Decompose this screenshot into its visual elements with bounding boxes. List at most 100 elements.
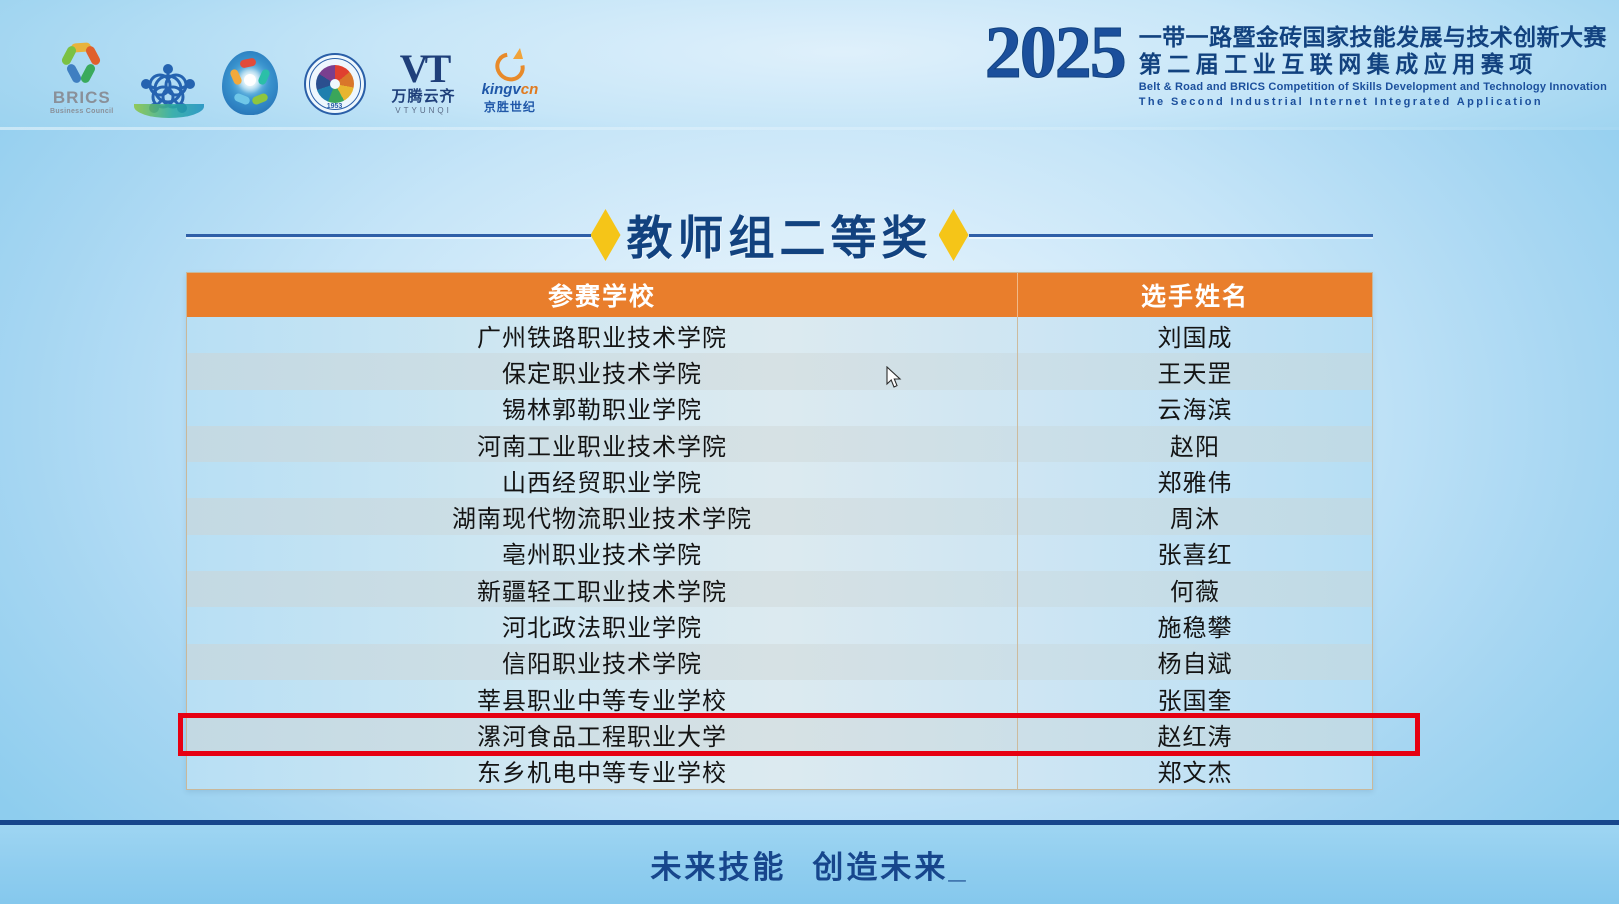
network-wave-icon: [133, 104, 204, 118]
cell-name: 云海滨: [1018, 390, 1372, 426]
cell-school: 河南工业职业技术学院: [187, 425, 1018, 463]
vt-chinese-name: 万腾云齐: [391, 87, 456, 105]
table-row: 亳州职业技术学院 张喜红: [187, 534, 1372, 572]
cell-school: 广州铁路职业技术学院: [187, 317, 1018, 354]
vt-english-name: VTYUNQI: [395, 106, 452, 115]
cell-school-text: 山西经贸职业学院: [502, 469, 702, 497]
table-body: 广州铁路职业技术学院 刘国成 保定职业技术学院 王天罡 锡林郭勒职业学院 云海滨 河南工业职…: [187, 317, 1372, 789]
cell-school-text: 信阳职业技术学院: [502, 651, 702, 679]
cell-name-text: 张国奎: [1157, 687, 1233, 715]
header-band: BRICS Business Council: [0, 0, 1619, 130]
brics-skills-network-logo: [133, 23, 204, 118]
cell-school-text: 漯河食品工程职业大学: [477, 723, 727, 751]
cell-name-text: 郑文杰: [1157, 760, 1233, 788]
cell-name: 王天罡: [1018, 353, 1372, 389]
masthead-title-cn-line1: 一带一路暨金砖国家技能发展与技术创新大赛: [1138, 24, 1607, 50]
cell-school: 山西经贸职业学院: [187, 462, 1018, 499]
masthead-title-en-line1: Belt & Road and BRICS Competition of Ski…: [1138, 81, 1607, 94]
masthead-title-cn-line2: 第二届工业互联网集成应用赛项: [1138, 51, 1538, 78]
table-header-row: 参赛学校 选手姓名: [187, 273, 1372, 317]
kingvcn-logo: kingvcn 京胜世纪: [482, 23, 539, 115]
college-seal-icon: 1953: [303, 53, 366, 115]
cell-name: 赵阳: [1018, 426, 1372, 462]
brics-star-icon: [59, 42, 105, 87]
masthead-title-en-line2: The Second Industrial Internet Integrate…: [1138, 96, 1544, 109]
column-header-name: 选手姓名: [1018, 273, 1372, 317]
cell-name-text: 周沐: [1170, 506, 1220, 534]
cell-school: 信阳职业技术学院: [187, 643, 1018, 680]
cell-school-text: 湖南现代物流职业技术学院: [452, 506, 752, 534]
cell-name-text: 郑雅伟: [1157, 469, 1233, 497]
table-row: 漯河食品工程职业大学 赵红涛: [187, 716, 1372, 753]
cell-name: 周沐: [1018, 498, 1372, 534]
cell-name: 张喜红: [1018, 535, 1372, 571]
cell-name-text: 何薇: [1170, 578, 1220, 606]
title-rule-left: [186, 233, 591, 237]
cell-name-text: 张喜红: [1157, 542, 1233, 570]
cell-school-text: 莘县职业中等专业学校: [477, 687, 727, 715]
table-row: 信阳职业技术学院 杨自斌: [187, 643, 1372, 680]
cell-school: 河北政法职业学院: [187, 607, 1018, 644]
kingvcn-english-name: kingvcn: [482, 82, 539, 97]
henan-mechanical-electrical-college-seal: 1953: [303, 23, 366, 115]
cell-name: 赵红涛: [1018, 716, 1372, 752]
cell-name-text: 云海滨: [1157, 397, 1233, 425]
winners-table: 参赛学校 选手姓名 广州铁路职业技术学院 刘国成 保定职业技术学院 王天罡 锡林郭勒职业…: [186, 272, 1373, 790]
cell-name-text: 施稳攀: [1157, 615, 1233, 643]
cell-name: 郑雅伟: [1018, 462, 1372, 498]
table-row: 河南工业职业技术学院 赵阳: [187, 425, 1372, 463]
cell-school-text: 河南工业职业技术学院: [477, 433, 727, 461]
footer-band: 未来技能 创造未来_: [0, 820, 1619, 904]
table-row: 莘县职业中等专业学校 张国奎: [187, 679, 1372, 717]
column-header-name-label: 选手姓名: [1140, 283, 1249, 311]
mouse-cursor: [886, 366, 902, 388]
cell-school: 湖南现代物流职业技术学院: [187, 498, 1018, 535]
cell-school: 漯河食品工程职业大学: [187, 716, 1018, 753]
cell-name: 何薇: [1018, 571, 1372, 607]
competition-masthead: 2025 一带一路暨金砖国家技能发展与技术创新大赛 第二届工业互联网集成应用赛项…: [984, 12, 1607, 110]
cell-name-text: 赵红涛: [1157, 723, 1233, 751]
cell-school: 新疆轻工职业技术学院: [187, 571, 1018, 608]
cell-school-text: 广州铁路职业技术学院: [477, 324, 727, 352]
cell-school-text: 东乡机电中等专业学校: [477, 760, 727, 788]
cell-name-text: 王天罡: [1157, 360, 1233, 388]
brics-logo-subtext: Business Council: [50, 108, 114, 115]
table-row: 广州铁路职业技术学院 刘国成: [187, 317, 1372, 354]
cell-name-text: 刘国成: [1157, 324, 1233, 352]
table-row: 东乡机电中等专业学校 郑文杰: [187, 752, 1372, 789]
brics-business-council-logo: BRICS Business Council: [50, 23, 114, 115]
footer-slogan: 未来技能 创造未来_: [650, 842, 968, 887]
diamond-icon-left: [590, 209, 621, 261]
network-nodes-icon: [133, 63, 204, 118]
table-row: 锡林郭勒职业学院 云海滨: [187, 389, 1372, 426]
cell-name-text: 赵阳: [1170, 433, 1220, 461]
vtyunqi-logo: VT 万腾云齐 VTYUNQI: [392, 23, 456, 115]
cell-school: 保定职业技术学院: [187, 353, 1018, 390]
footer-slogan-part2: 创造未来_: [812, 850, 969, 885]
title-rule-right: [968, 233, 1373, 237]
table-row: 新疆轻工职业技术学院 何薇: [187, 571, 1372, 608]
cell-school: 莘县职业中等专业学校: [187, 679, 1018, 717]
cell-school-text: 保定职业技术学院: [502, 360, 702, 388]
vt-monogram: VT: [399, 45, 452, 91]
footer-slogan-part1: 未来技能: [650, 850, 787, 885]
cell-school-text: 亳州职业技术学院: [502, 542, 702, 570]
kingvcn-ring-icon: [489, 46, 531, 88]
table-row: 河北政法职业学院 施稳攀: [187, 607, 1372, 644]
diamond-icon-right: [938, 209, 969, 261]
cell-name: 杨自斌: [1018, 644, 1372, 680]
column-header-school-label: 参赛学校: [547, 283, 656, 311]
kingvcn-chinese-name: 京胜世纪: [483, 100, 536, 114]
kingvcn-en-accent: cn: [520, 81, 539, 98]
seal-fan-icon: [315, 65, 354, 103]
cell-name: 郑文杰: [1018, 753, 1372, 789]
cell-name: 张国奎: [1018, 680, 1372, 716]
award-title-row: 教师组二等奖: [186, 200, 1373, 270]
globe-icon: [221, 51, 278, 115]
cell-school: 锡林郭勒职业学院: [187, 389, 1018, 426]
event-year: 2025: [984, 12, 1127, 94]
sponsor-logos: BRICS Business Council: [50, 20, 539, 118]
cell-school-text: 锡林郭勒职业学院: [502, 397, 702, 425]
brics-logo-text: BRICS: [52, 88, 111, 107]
